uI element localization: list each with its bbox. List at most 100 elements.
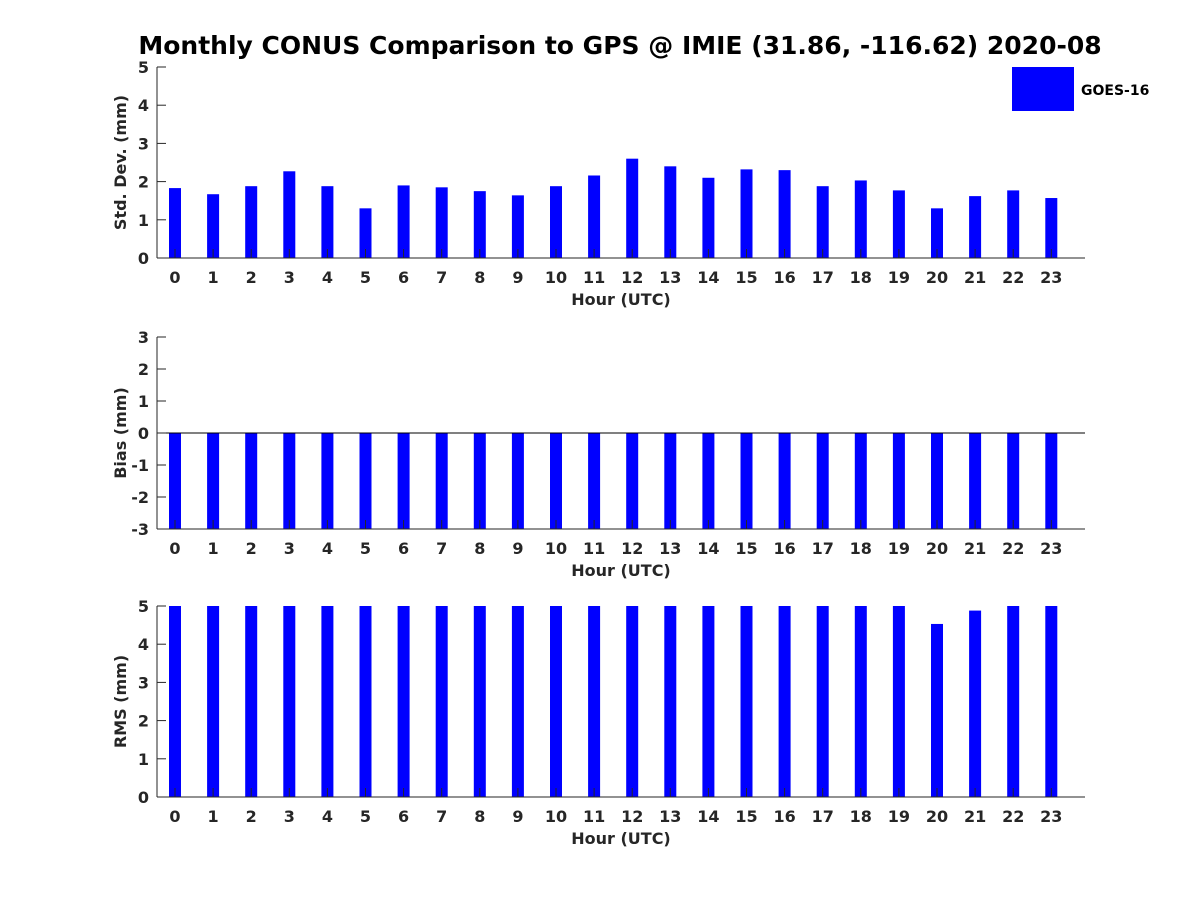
bias-mm-bar-18 [854, 433, 867, 529]
rms-mm-xtick-label: 7 [436, 807, 447, 826]
rms-mm-xtick-label: 6 [398, 807, 409, 826]
std-dev-mm-xtick-label: 17 [812, 268, 834, 287]
bias-mm-ytick-label: 1 [138, 392, 149, 411]
bias-mm-xtick-label: 6 [398, 539, 409, 558]
std-dev-mm-bar-13 [664, 166, 677, 258]
rms-mm-ytick-label: 2 [138, 712, 149, 731]
bias-mm-xtick-label: 1 [208, 539, 219, 558]
bias-mm-xlabel: Hour (UTC) [571, 561, 671, 580]
rms-mm-bar-14 [702, 606, 715, 797]
std-dev-mm-bar-18 [854, 180, 867, 258]
std-dev-mm-bar-9 [511, 195, 524, 258]
rms-mm-xtick-label: 12 [621, 807, 643, 826]
rms-mm-bar-8 [473, 606, 486, 797]
std-dev-mm-xtick-label: 5 [360, 268, 371, 287]
chart-title: Monthly CONUS Comparison to GPS @ IMIE (… [138, 31, 1101, 60]
std-dev-mm-xtick-label: 6 [398, 268, 409, 287]
bias-mm-bar-1 [207, 433, 220, 529]
rms-mm-xtick-label: 8 [474, 807, 485, 826]
rms-mm-bar-9 [511, 606, 524, 797]
std-dev-mm-ytick-label: 5 [138, 58, 149, 77]
bias-mm-bar-20 [931, 433, 943, 529]
legend-swatch-goes-16 [1012, 67, 1074, 111]
std-dev-mm-bar-20 [931, 208, 943, 258]
std-dev-mm-bar-2 [245, 186, 258, 258]
rms-mm-bar-1 [207, 606, 220, 797]
std-dev-mm-ytick-label: 3 [138, 134, 149, 153]
bias-mm-xtick-label: 14 [697, 539, 719, 558]
rms-mm-xtick-label: 10 [545, 807, 567, 826]
std-dev-mm-xtick-label: 3 [284, 268, 295, 287]
rms-mm-xtick-label: 22 [1002, 807, 1024, 826]
legend-label-goes-16: GOES-16 [1081, 83, 1149, 99]
rms-mm-bar-20 [931, 623, 943, 797]
bias-mm-bar-4 [321, 433, 334, 529]
rms-mm-xtick-label: 1 [208, 807, 219, 826]
rms-mm-bar-2 [245, 606, 258, 797]
bias-mm-bar-14 [702, 433, 715, 529]
rms-mm-bar-15 [740, 606, 753, 797]
bias-mm-xtick-label: 10 [545, 539, 567, 558]
bias-mm-ytick-label: 3 [138, 328, 149, 347]
std-dev-mm-xtick-label: 0 [169, 268, 180, 287]
std-dev-mm-xlabel: Hour (UTC) [571, 290, 671, 309]
rms-mm-xtick-label: 11 [583, 807, 605, 826]
std-dev-mm-bar-10 [550, 186, 562, 258]
std-dev-mm-bar-23 [1045, 198, 1058, 258]
bias-mm-ytick-label: -1 [131, 456, 149, 475]
legend: GOES-16 [1012, 67, 1149, 111]
bias-mm-xtick-label: 7 [436, 539, 447, 558]
bias-mm-bar-11 [588, 433, 601, 529]
bias-mm-ytick-label: -2 [131, 488, 149, 507]
rms-mm-bar-22 [1007, 606, 1020, 797]
bias-mm-xtick-label: 4 [322, 539, 333, 558]
std-dev-mm-bar-12 [626, 158, 639, 258]
std-dev-mm-bar-3 [283, 171, 296, 258]
rms-mm-bar-11 [588, 606, 601, 797]
std-dev-mm-xtick-label: 9 [512, 268, 523, 287]
std-dev-mm-bar-17 [816, 186, 829, 258]
rms-mm-bar-23 [1045, 606, 1058, 797]
bias-mm-xtick-label: 16 [773, 539, 795, 558]
rms-mm-ytick-label: 1 [138, 750, 149, 769]
std-dev-mm-xtick-label: 13 [659, 268, 681, 287]
rms-mm-ylabel: RMS (mm) [111, 655, 130, 748]
bias-mm-bar-0 [169, 433, 181, 529]
rms-mm-bar-12 [626, 606, 639, 797]
rms-mm-xtick-label: 15 [735, 807, 757, 826]
std-dev-mm-bar-6 [397, 185, 410, 258]
rms-mm-xtick-label: 13 [659, 807, 681, 826]
std-dev-mm-bar-1 [207, 194, 220, 258]
std-dev-mm-bar-8 [473, 191, 486, 258]
rms-mm-bar-7 [435, 606, 448, 797]
rms-mm-xtick-label: 0 [169, 807, 180, 826]
rms-mm-xtick-label: 18 [850, 807, 872, 826]
rms-mm-bar-16 [778, 606, 791, 797]
bias-mm-xtick-label: 2 [246, 539, 257, 558]
rms-mm-bar-17 [816, 606, 829, 797]
bias-mm-ytick-label: 0 [138, 424, 149, 443]
std-dev-mm-bar-5 [359, 208, 372, 258]
std-dev-mm-bar-14 [702, 177, 715, 258]
std-dev-mm-ytick-label: 1 [138, 211, 149, 230]
std-dev-mm-ytick-label: 0 [138, 249, 149, 268]
rms-mm-xtick-label: 19 [888, 807, 910, 826]
std-dev-mm-xtick-label: 20 [926, 268, 948, 287]
std-dev-mm-ylabel: Std. Dev. (mm) [111, 95, 130, 230]
rms-mm-ytick-label: 0 [138, 788, 149, 807]
bias-mm-xtick-label: 22 [1002, 539, 1024, 558]
rms-mm-xtick-label: 9 [512, 807, 523, 826]
rms-mm-xtick-label: 17 [812, 807, 834, 826]
bias-mm-bar-13 [664, 433, 677, 529]
bias-mm-xtick-label: 21 [964, 539, 986, 558]
std-dev-mm-xtick-label: 15 [735, 268, 757, 287]
std-dev-mm-bar-4 [321, 186, 334, 258]
bias-mm-xtick-label: 23 [1040, 539, 1062, 558]
bias-mm-bar-21 [969, 433, 982, 529]
std-dev-mm-bar-0 [169, 188, 181, 258]
std-dev-mm-xtick-label: 16 [773, 268, 795, 287]
rms-mm-xtick-label: 21 [964, 807, 986, 826]
